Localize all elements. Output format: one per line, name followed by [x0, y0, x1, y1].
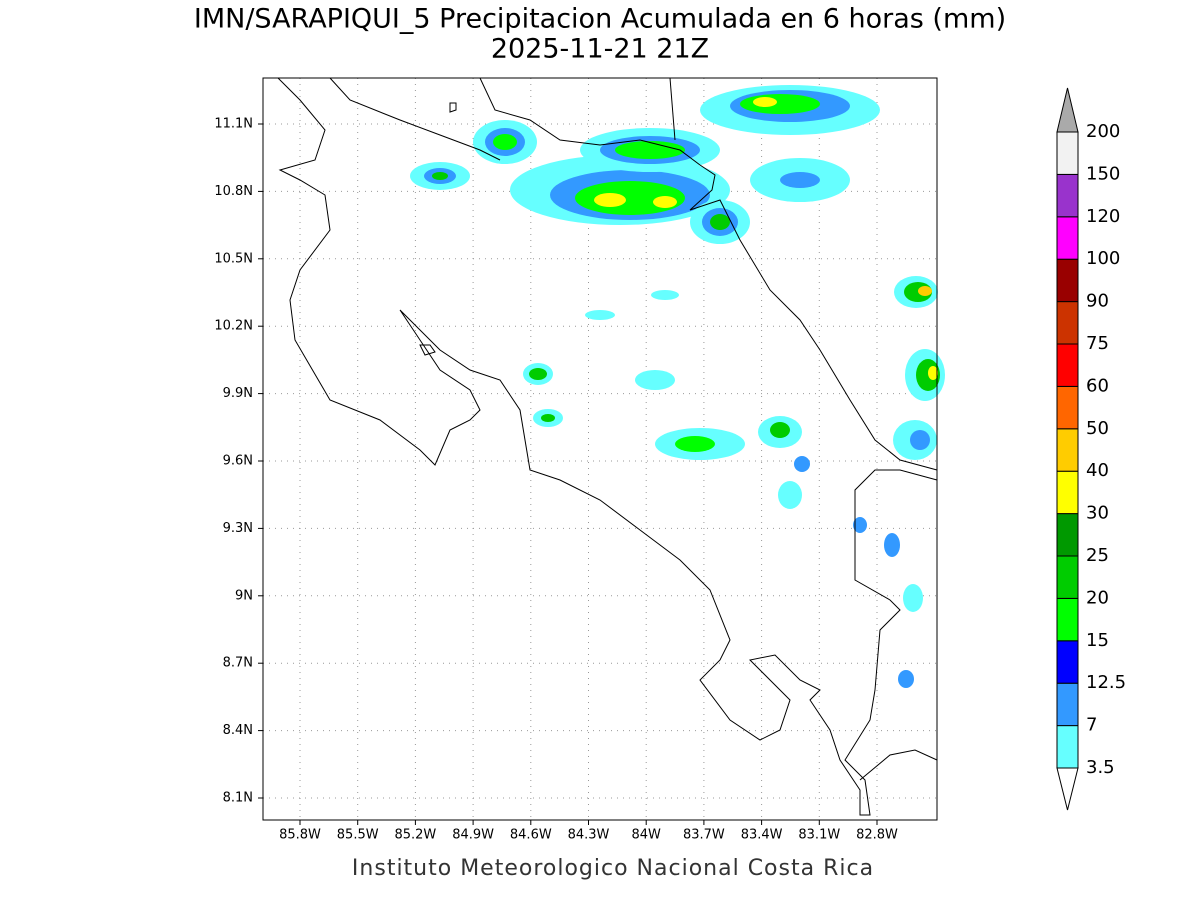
colorbar-box — [1056, 385, 1079, 430]
colorbar-label: 150 — [1086, 163, 1120, 184]
colorbar-label: 200 — [1086, 121, 1120, 142]
lon-label: 85.8W — [279, 828, 321, 843]
lat-label: 8.1N — [223, 791, 253, 806]
colorbar-label: 30 — [1086, 503, 1109, 524]
colorbar-label: 25 — [1086, 545, 1109, 566]
precipitation — [410, 85, 945, 688]
subtitle: 2025-11-21 21Z — [491, 34, 709, 65]
colorbar-box — [1056, 301, 1079, 345]
lat-label: 10.8N — [214, 184, 253, 199]
lat-label: 8.7N — [223, 656, 253, 671]
colorbar-box — [1056, 131, 1079, 175]
colorbar-box — [1056, 258, 1079, 303]
colorbar-box — [1056, 725, 1079, 769]
colorbar-label: 20 — [1086, 587, 1109, 608]
colorbar-label: 12.5 — [1086, 672, 1126, 693]
lon-label: 84.9W — [452, 828, 494, 843]
lat-label: 9.6N — [223, 454, 253, 469]
lat-label: 10.5N — [214, 251, 253, 266]
colorbar-box — [1056, 682, 1079, 727]
lon-label: 84.3W — [568, 828, 610, 843]
footer: Instituto Meteorologico Nacional Costa R… — [352, 856, 874, 881]
map-frame — [262, 77, 938, 821]
colorbar-label: 40 — [1086, 460, 1109, 481]
colorbar-box — [1056, 343, 1079, 387]
colorbar-label: 75 — [1086, 333, 1109, 354]
lat-label: 11.1N — [214, 117, 253, 132]
colorbar-box — [1056, 640, 1079, 684]
colorbar-over — [1056, 87, 1079, 133]
title: IMN/SARAPIQUI_5 Precipitacion Acumulada … — [194, 4, 1006, 35]
coastline — [277, 77, 938, 816]
colorbar-label: 60 — [1086, 375, 1109, 396]
colorbar-box — [1056, 555, 1079, 599]
colorbar: 3.5 7 12.5 15 20 25 30 40 50 60 75 90 100 120 150 200 — [1056, 87, 1126, 811]
colorbar-label: 90 — [1086, 291, 1109, 312]
lat-label: 9N — [235, 588, 253, 603]
colorbar-under — [1056, 767, 1079, 811]
colorbar-box — [1056, 470, 1079, 515]
lon-label: 82.8W — [856, 828, 898, 843]
lon-label: 83.4W — [741, 828, 783, 843]
colorbar-label: 50 — [1086, 418, 1109, 439]
colorbar-box — [1056, 428, 1079, 472]
lat-label: 8.4N — [223, 723, 253, 738]
colorbar-label: 120 — [1086, 206, 1120, 227]
lat-label: 10.2N — [214, 319, 253, 334]
colorbar-box — [1056, 216, 1079, 260]
lat-label: 9.9N — [223, 386, 253, 401]
colorbar-label: 3.5 — [1086, 757, 1115, 778]
colorbar-label: 100 — [1086, 248, 1120, 269]
lon-label: 84.6W — [510, 828, 552, 843]
axes: 85.8W 85.5W 85.2W 84.9W 84.6W 84.3W 84W 83.7W 83… — [214, 117, 898, 843]
colorbar-box — [1056, 597, 1079, 642]
colorbar-box — [1056, 173, 1079, 218]
lon-label: 85.2W — [394, 828, 436, 843]
lon-label: 85.5W — [337, 828, 379, 843]
lon-label: 83.7W — [683, 828, 725, 843]
lon-label: 83.1W — [798, 828, 840, 843]
colorbar-label: 7 — [1086, 715, 1097, 736]
lon-label: 84W — [631, 828, 661, 843]
colorbar-label: 15 — [1086, 630, 1109, 651]
lat-label: 9.3N — [223, 521, 253, 536]
colorbar-box — [1056, 513, 1079, 557]
